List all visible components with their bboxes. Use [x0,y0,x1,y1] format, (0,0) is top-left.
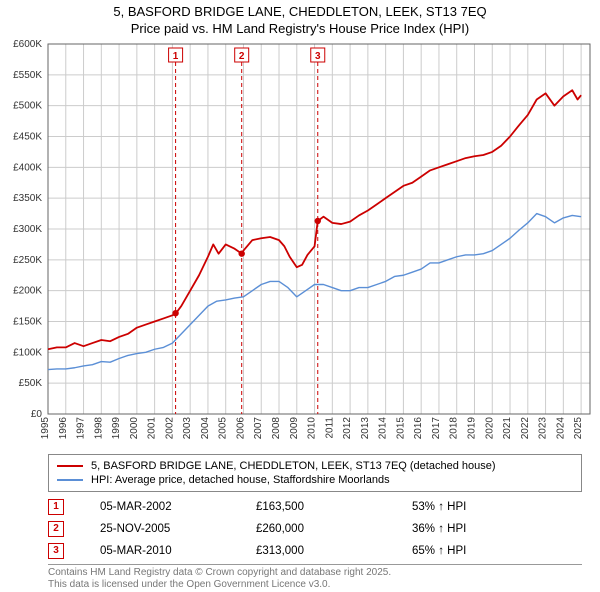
svg-text:2011: 2011 [324,416,335,438]
svg-text:2018: 2018 [449,416,460,439]
svg-text:£600K: £600K [13,39,42,50]
legend-item: 5, BASFORD BRIDGE LANE, CHEDDLETON, LEEK… [57,459,573,473]
svg-text:£300K: £300K [13,224,42,235]
legend: 5, BASFORD BRIDGE LANE, CHEDDLETON, LEEK… [48,454,582,492]
sale-diff: 53% ↑ HPI [412,501,466,513]
chart-title: 5, BASFORD BRIDGE LANE, CHEDDLETON, LEEK… [0,0,600,38]
svg-text:2021: 2021 [502,416,513,439]
svg-text:1997: 1997 [76,416,87,439]
svg-text:2002: 2002 [164,416,175,439]
svg-text:£150K: £150K [13,316,42,327]
svg-text:2025: 2025 [573,416,584,439]
footer-note: Contains HM Land Registry data © Crown c… [48,564,582,592]
svg-text:2023: 2023 [538,416,549,439]
svg-text:3: 3 [315,51,321,62]
svg-text:£450K: £450K [13,131,42,142]
svg-text:2022: 2022 [520,416,531,439]
svg-text:2000: 2000 [129,416,140,439]
legend-text: 5, BASFORD BRIDGE LANE, CHEDDLETON, LEEK… [91,460,496,472]
legend-item: HPI: Average price, detached house, Staf… [57,473,573,487]
svg-text:2006: 2006 [235,416,246,439]
sale-marker-icon: 2 [48,521,64,537]
sale-price: £313,000 [256,545,376,557]
sale-marker-icon: 1 [48,499,64,515]
svg-text:2019: 2019 [466,416,477,439]
svg-text:£100K: £100K [13,347,42,358]
title-line2: Price paid vs. HM Land Registry's House … [0,21,600,38]
sale-date: 05-MAR-2002 [100,501,220,513]
svg-text:£400K: £400K [13,162,42,173]
chart-area: £0£50K£100K£150K£200K£250K£300K£350K£400… [0,38,600,448]
svg-text:2001: 2001 [147,416,158,439]
line-chart: £0£50K£100K£150K£200K£250K£300K£350K£400… [0,38,600,448]
svg-text:£550K: £550K [13,70,42,81]
svg-text:2017: 2017 [431,416,442,439]
footer-line1: Contains HM Land Registry data © Crown c… [48,567,582,580]
legend-text: HPI: Average price, detached house, Staf… [91,474,390,486]
sales-table: 1 05-MAR-2002 £163,500 53% ↑ HPI 2 25-NO… [48,496,582,562]
svg-text:£200K: £200K [13,285,42,296]
table-row: 1 05-MAR-2002 £163,500 53% ↑ HPI [48,496,582,518]
svg-text:2016: 2016 [413,416,424,439]
svg-text:2: 2 [239,51,245,62]
sale-diff: 36% ↑ HPI [412,523,466,535]
title-line1: 5, BASFORD BRIDGE LANE, CHEDDLETON, LEEK… [0,4,600,21]
svg-text:2010: 2010 [307,416,318,439]
svg-text:2007: 2007 [253,416,264,439]
sale-date: 25-NOV-2005 [100,523,220,535]
svg-text:1995: 1995 [40,416,51,439]
sale-marker-icon: 3 [48,543,64,559]
legend-swatch [57,465,83,467]
svg-text:2013: 2013 [360,416,371,439]
svg-text:2005: 2005 [218,416,229,439]
svg-text:2003: 2003 [182,416,193,439]
svg-text:£50K: £50K [19,378,43,389]
svg-text:£500K: £500K [13,100,42,111]
svg-text:2008: 2008 [271,416,282,439]
svg-text:1999: 1999 [111,416,122,439]
sale-price: £260,000 [256,523,376,535]
svg-text:1998: 1998 [93,416,104,439]
table-row: 3 05-MAR-2010 £313,000 65% ↑ HPI [48,540,582,562]
svg-text:2012: 2012 [342,416,353,439]
svg-text:£250K: £250K [13,255,42,266]
svg-text:1: 1 [173,51,179,62]
svg-text:2015: 2015 [395,416,406,439]
sale-diff: 65% ↑ HPI [412,545,466,557]
svg-text:2020: 2020 [484,416,495,439]
sale-date: 05-MAR-2010 [100,545,220,557]
svg-text:1996: 1996 [58,416,69,439]
svg-text:2004: 2004 [200,416,211,439]
svg-text:£350K: £350K [13,193,42,204]
sale-price: £163,500 [256,501,376,513]
svg-text:2024: 2024 [555,416,566,439]
svg-text:2009: 2009 [289,416,300,439]
table-row: 2 25-NOV-2005 £260,000 36% ↑ HPI [48,518,582,540]
legend-swatch [57,479,83,481]
svg-text:2014: 2014 [378,416,389,439]
